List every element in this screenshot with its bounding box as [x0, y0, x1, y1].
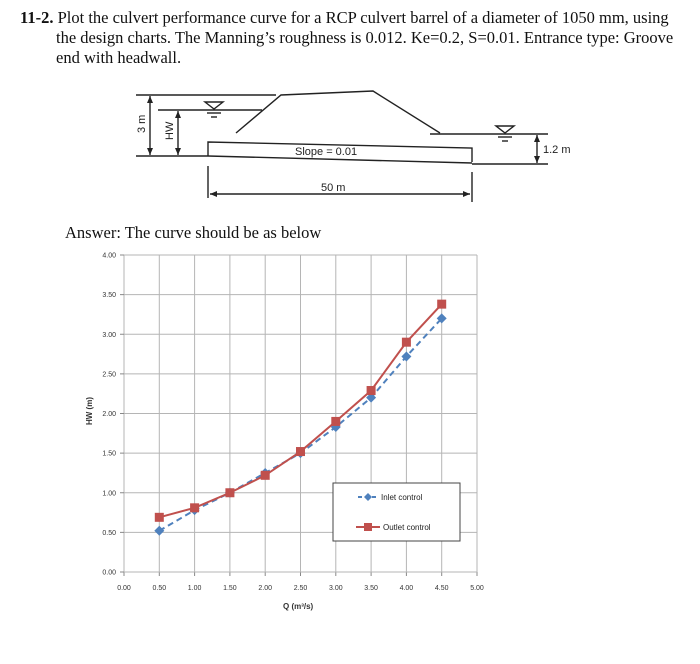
square-marker-icon [260, 470, 270, 480]
square-marker-icon [296, 447, 305, 457]
slope-label: Slope = 0.01 [295, 146, 357, 158]
y-tick-label: 3.00 [102, 332, 116, 339]
x-tick-label: 2.00 [258, 585, 272, 592]
square-marker-icon [364, 523, 372, 531]
problem-line-1: Plot the culvert performance curve for a… [57, 8, 669, 27]
diamond-marker-icon [154, 525, 165, 536]
diamond-marker-icon [364, 493, 372, 501]
legend-inlet-control: Inlet control [381, 493, 423, 502]
y-tick-label: 2.00 [102, 411, 116, 418]
x-tick-label: 2.50 [294, 585, 308, 592]
problem-line-2: the design charts. The Manning’s roughne… [56, 28, 674, 47]
problem-statement: 11-2. Plot the culvert performance curve… [20, 8, 690, 68]
tailwater-surface-icon [493, 125, 517, 142]
diamond-marker-icon [401, 351, 412, 362]
y-tick-label: 3.50 [102, 292, 116, 299]
height-label: 3 m [136, 115, 148, 133]
answer-text: Answer: The curve should be as below [65, 223, 322, 242]
axis-ticks: 0.00 0.50 1.00 1.50 2.00 2.50 3.00 3.50 4.00 4.50… [102, 253, 484, 593]
square-marker-icon [190, 503, 200, 513]
chart-grid [120, 254, 478, 576]
x-axis-label: Q (m³/s) [283, 602, 314, 611]
chart-series [154, 299, 447, 536]
problem-number: 11-2. [20, 8, 54, 27]
square-marker-icon [225, 488, 235, 498]
x-tick-label: 5.00 [470, 585, 484, 592]
y-tick-label: 1.50 [102, 451, 116, 458]
chart-legend: Inlet control Outlet control [332, 482, 461, 542]
x-tick-label: 1.00 [188, 585, 202, 592]
y-tick-label: 1.00 [102, 490, 116, 497]
square-marker-icon [154, 512, 164, 522]
diamond-marker-icon [366, 392, 377, 403]
water-surface-icon [202, 101, 226, 118]
problem-line-3: end with headwall. [56, 48, 182, 67]
tailwater-label: 1.2 m [543, 144, 571, 156]
square-marker-icon [437, 299, 447, 309]
legend-outlet-control: Outlet control [383, 523, 431, 532]
x-tick-label: 1.50 [223, 585, 237, 592]
y-tick-label: 4.00 [102, 253, 116, 260]
y-tick-label: 0.00 [102, 570, 116, 577]
square-marker-icon [366, 386, 376, 396]
x-tick-label: 4.00 [400, 585, 414, 592]
x-tick-label: 4.50 [435, 585, 449, 592]
x-tick-label: 3.50 [364, 585, 378, 592]
x-tick-label: 3.00 [329, 585, 343, 592]
y-tick-label: 0.50 [102, 530, 116, 537]
diamond-marker-icon [436, 313, 447, 324]
square-marker-icon [401, 337, 411, 347]
culvert-diagram: 3 m HW Slope = 0.01 50 m 1.2 m [136, 90, 571, 202]
y-axis-label: HW (m) [85, 397, 94, 425]
square-marker-icon [331, 416, 341, 426]
x-tick-label: 0.00 [117, 585, 131, 592]
hw-label: HW [164, 121, 176, 140]
x-tick-label: 0.50 [152, 585, 166, 592]
y-tick-label: 2.50 [102, 371, 116, 378]
length-label: 50 m [321, 182, 345, 194]
